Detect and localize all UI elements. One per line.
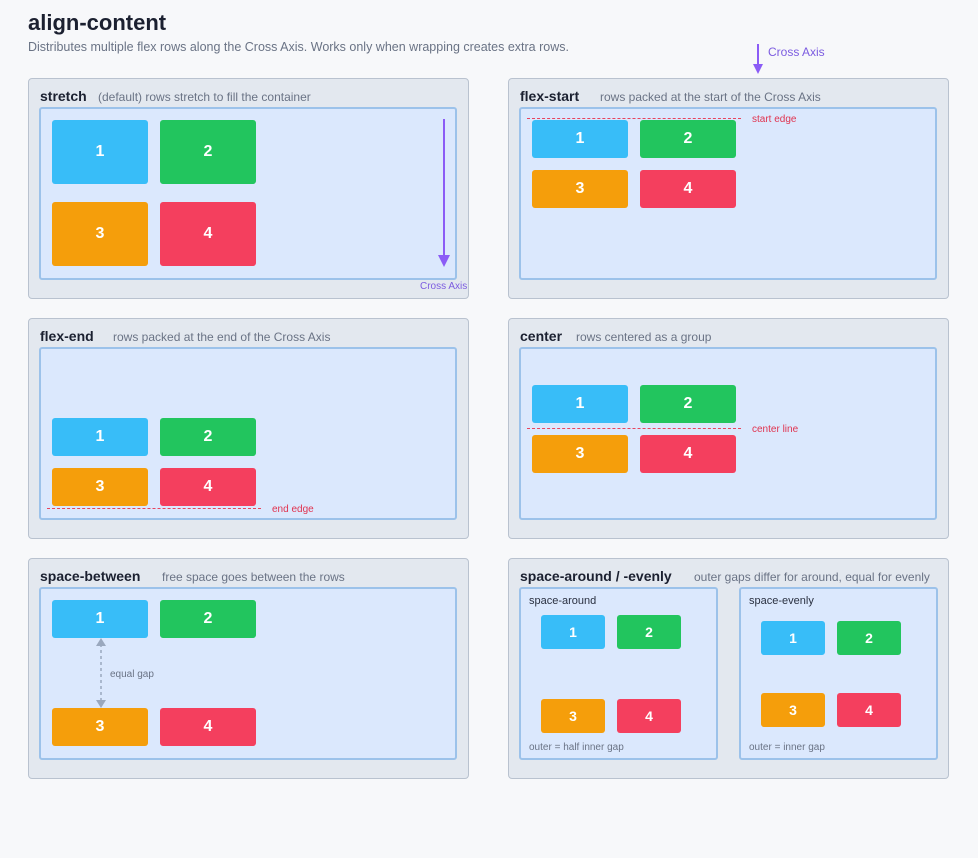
flex-item-4: 4 — [640, 170, 736, 208]
panel-space-around-evenly: space-around / -evenly outer gaps differ… — [508, 558, 949, 779]
center-line-label: center line — [752, 424, 799, 435]
flex-item-1: 1 — [52, 418, 148, 456]
cross-axis-arrow-icon — [438, 119, 450, 267]
panel-title: stretch — [40, 88, 87, 104]
flex-item-4: 4 — [160, 468, 256, 506]
flex-item-2: 2 — [640, 120, 736, 158]
flex-item-3: 3 — [541, 699, 605, 733]
cross-axis-arrow-icon — [753, 44, 763, 74]
flex-item-1: 1 — [541, 615, 605, 649]
flex-item-4: 4 — [617, 699, 681, 733]
panel-flex-end: flex-end rows packed at the end of the C… — [28, 318, 469, 539]
space-around-container: space-around 1 2 3 4 outer = half inner … — [519, 587, 718, 760]
panel-flex-start: flex-start rows packed at the start of t… — [508, 78, 949, 299]
space-evenly-container: space-evenly 1 2 3 4 outer = inner gap — [739, 587, 938, 760]
end-edge-label: end edge — [272, 504, 314, 515]
flex-item-2: 2 — [640, 385, 736, 423]
flex-item-1: 1 — [532, 385, 628, 423]
cross-axis-label: Cross Axis — [768, 45, 825, 59]
flex-container: 1 2 3 4 — [39, 107, 457, 280]
flex-container: 1 2 3 4 — [519, 107, 937, 280]
subpanel-title: space-evenly — [749, 595, 814, 607]
cross-axis-label: Cross Axis — [420, 281, 468, 292]
end-edge-line — [47, 508, 261, 509]
start-edge-line — [527, 118, 741, 119]
flex-item-2: 2 — [160, 600, 256, 638]
panel-title: space-around / -evenly — [520, 568, 672, 584]
flex-item-4: 4 — [160, 202, 256, 266]
flex-item-2: 2 — [160, 418, 256, 456]
flex-item-2: 2 — [617, 615, 681, 649]
flex-item-2: 2 — [160, 120, 256, 184]
center-line — [527, 428, 741, 429]
page-subtitle: Distributes multiple flex rows along the… — [28, 40, 569, 54]
flex-item-3: 3 — [52, 468, 148, 506]
flex-item-4: 4 — [160, 708, 256, 746]
panel-description: rows packed at the start of the Cross Ax… — [600, 90, 821, 104]
flex-item-1: 1 — [761, 621, 825, 655]
panel-description: rows packed at the end of the Cross Axis — [113, 330, 331, 344]
flex-item-3: 3 — [532, 170, 628, 208]
panel-title: flex-start — [520, 88, 580, 104]
flex-item-1: 1 — [532, 120, 628, 158]
panel-title: space-between — [40, 568, 141, 584]
panel-description: rows centered as a group — [576, 330, 712, 344]
panel-description: (default) rows stretch to fill the conta… — [98, 90, 311, 104]
panel-title: center — [520, 328, 563, 344]
panel-center: center rows centered as a group 1 2 3 4 … — [508, 318, 949, 539]
panel-title: flex-end — [40, 328, 94, 344]
subpanel-note: outer = inner gap — [749, 742, 825, 753]
panel-description: outer gaps differ for around, equal for … — [694, 570, 930, 584]
flex-item-3: 3 — [52, 708, 148, 746]
flex-item-2: 2 — [837, 621, 901, 655]
flex-item-1: 1 — [52, 120, 148, 184]
flex-item-4: 4 — [640, 435, 736, 473]
flex-container: 1 2 3 4 — [519, 347, 937, 520]
gap-arrow-icon — [96, 638, 106, 708]
start-edge-label: start edge — [752, 114, 797, 125]
flex-container: 1 2 3 4 — [39, 347, 457, 520]
flex-container: 1 2 3 4 — [39, 587, 457, 760]
flex-item-1: 1 — [52, 600, 148, 638]
flex-item-3: 3 — [52, 202, 148, 266]
flex-item-4: 4 — [837, 693, 901, 727]
subpanel-note: outer = half inner gap — [529, 742, 624, 753]
page-title: align-content — [28, 10, 167, 35]
panel-description: free space goes between the rows — [162, 570, 345, 584]
flex-item-3: 3 — [532, 435, 628, 473]
equal-gap-label: equal gap — [110, 669, 154, 680]
panel-space-between: space-between free space goes between th… — [28, 558, 469, 779]
subpanel-title: space-around — [529, 595, 597, 607]
flex-item-3: 3 — [761, 693, 825, 727]
panel-stretch: stretch (default) rows stretch to fill t… — [28, 78, 469, 299]
